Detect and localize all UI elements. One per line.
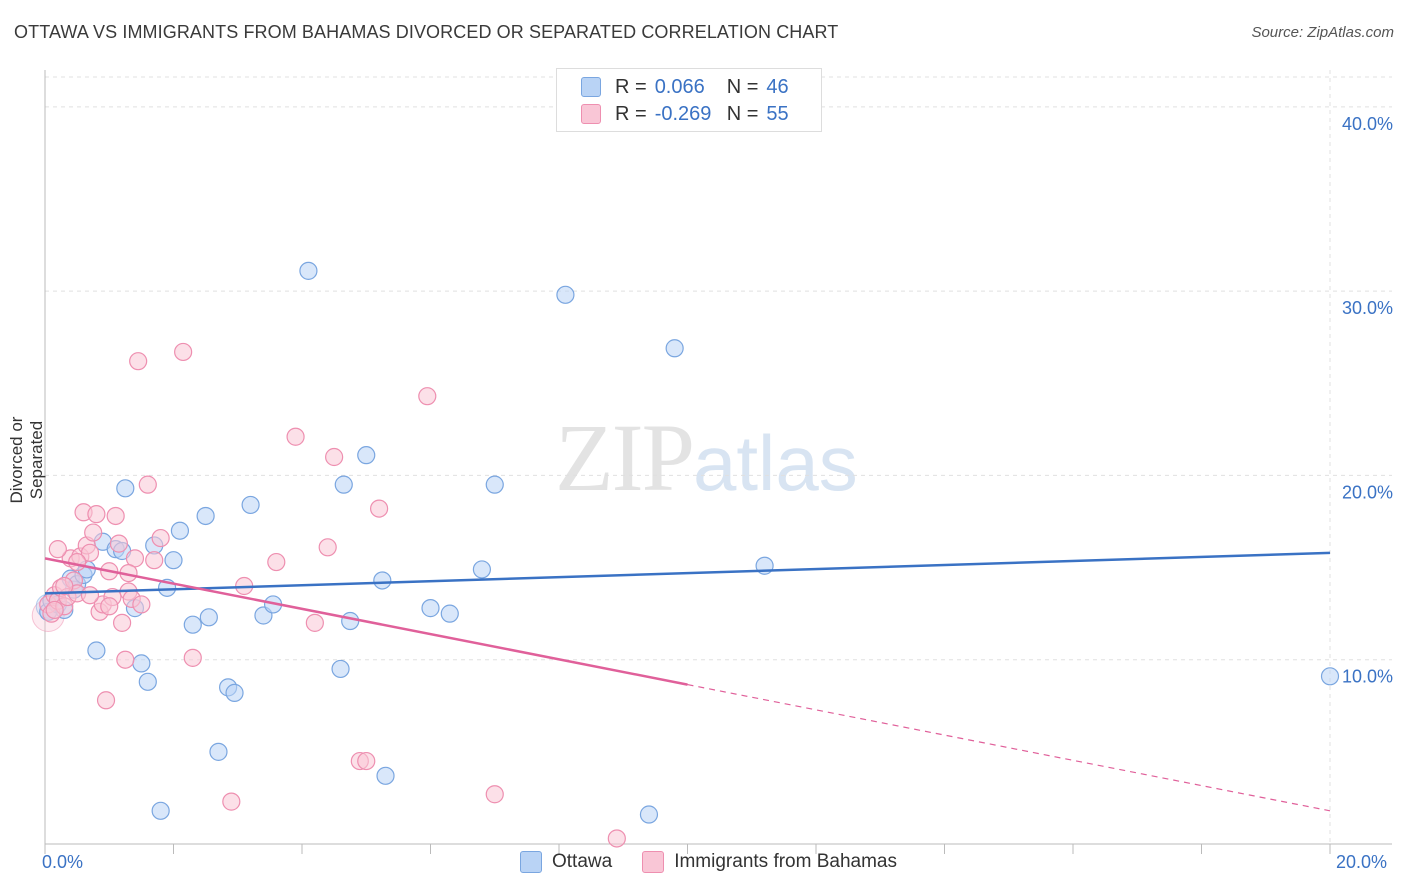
point-ottawa bbox=[334, 475, 353, 494]
trendline-dashed-bahamas bbox=[687, 684, 1331, 812]
x-tick-max: 20.0% bbox=[1336, 852, 1388, 872]
point-bahamas bbox=[84, 523, 103, 542]
x-tick-min: 0.0% bbox=[42, 852, 84, 872]
y-tick-label: 30.0% bbox=[1342, 298, 1393, 318]
series-legend: Ottawa Immigrants from Bahamas bbox=[520, 851, 927, 873]
legend-r-value: 0.066 bbox=[654, 75, 705, 98]
point-bahamas bbox=[48, 540, 67, 559]
point-ottawa bbox=[556, 285, 575, 304]
legend-swatch-ottawa bbox=[581, 77, 601, 97]
legend-n-value: 55 bbox=[766, 102, 789, 125]
point-bahamas bbox=[370, 499, 389, 518]
point-bahamas bbox=[129, 352, 148, 371]
point-bahamas bbox=[318, 538, 337, 557]
y-tick-label: 40.0% bbox=[1342, 114, 1393, 134]
chart-title: OTTAWA VS IMMIGRANTS FROM BAHAMAS DIVORC… bbox=[14, 22, 839, 42]
point-bahamas bbox=[286, 427, 305, 446]
y-axis-title: Divorced or Separated bbox=[7, 416, 46, 504]
trendline-bahamas bbox=[44, 557, 688, 686]
point-ottawa bbox=[472, 560, 491, 579]
point-bahamas bbox=[116, 650, 135, 669]
point-bahamas bbox=[607, 829, 626, 848]
y-tick-label: 10.0% bbox=[1342, 667, 1393, 687]
legend-n-value: 46 bbox=[766, 75, 789, 98]
point-bahamas bbox=[45, 600, 64, 620]
point-ottawa bbox=[357, 446, 376, 465]
legend-row-ottawa: R = 0.066 N = 46 bbox=[581, 74, 789, 100]
legend-label-ottawa: Ottawa bbox=[552, 851, 613, 872]
point-bahamas bbox=[222, 792, 241, 811]
point-bahamas bbox=[145, 551, 164, 570]
point-bahamas bbox=[325, 447, 344, 467]
legend-swatch-bahamas bbox=[642, 851, 665, 873]
point-bahamas bbox=[112, 613, 132, 632]
point-ottawa bbox=[373, 571, 392, 590]
point-bahamas bbox=[109, 534, 128, 553]
legend-r-label: R = bbox=[615, 75, 647, 98]
y-tick-label: 20.0% bbox=[1342, 482, 1393, 502]
point-bahamas bbox=[357, 751, 376, 771]
point-ottawa bbox=[440, 604, 459, 623]
point-ottawa bbox=[341, 611, 360, 631]
point-bahamas bbox=[55, 576, 74, 596]
legend-n-label: N = bbox=[726, 102, 759, 125]
point-ottawa bbox=[164, 551, 183, 570]
point-ottawa bbox=[665, 339, 684, 358]
point-ottawa bbox=[639, 805, 659, 824]
point-bahamas bbox=[305, 613, 324, 632]
point-bahamas bbox=[138, 475, 157, 494]
watermark-zip: ZIP bbox=[555, 404, 695, 511]
legend-r-value: -0.269 bbox=[654, 102, 712, 125]
point-ottawa bbox=[170, 521, 190, 540]
point-ottawa bbox=[196, 506, 215, 526]
point-bahamas bbox=[151, 528, 170, 548]
legend-row-bahamas: R = -0.269 N = 55 bbox=[581, 101, 789, 127]
legend-swatch-bahamas bbox=[581, 104, 601, 124]
point-bahamas bbox=[132, 595, 151, 614]
point-bahamas bbox=[106, 506, 125, 526]
point-bahamas bbox=[100, 597, 119, 616]
point-ottawa bbox=[138, 672, 157, 691]
point-bahamas bbox=[87, 505, 106, 524]
point-ottawa bbox=[151, 801, 170, 820]
point-bahamas bbox=[80, 543, 100, 562]
point-ottawa bbox=[299, 261, 318, 280]
point-ottawa bbox=[331, 659, 350, 679]
legend-r-label: R = bbox=[615, 102, 647, 125]
point-ottawa bbox=[225, 683, 244, 702]
legend-item-ottawa: Ottawa bbox=[520, 851, 612, 873]
point-bahamas bbox=[183, 648, 202, 667]
point-ottawa bbox=[421, 599, 440, 618]
point-ottawa bbox=[209, 742, 228, 761]
point-ottawa bbox=[87, 641, 106, 660]
point-ottawa bbox=[116, 479, 135, 498]
point-bahamas bbox=[80, 586, 100, 605]
point-ottawa bbox=[1320, 667, 1340, 686]
point-ottawa bbox=[241, 495, 260, 515]
point-ottawa bbox=[376, 766, 395, 785]
point-ottawa bbox=[132, 654, 151, 673]
legend-label-bahamas: Immigrants from Bahamas bbox=[674, 851, 897, 872]
legend-swatch-ottawa bbox=[520, 851, 542, 873]
watermark: ZIPatlas bbox=[555, 402, 858, 513]
point-ottawa bbox=[485, 475, 504, 494]
point-ottawa bbox=[199, 608, 218, 627]
point-bahamas bbox=[267, 552, 286, 572]
point-bahamas bbox=[174, 342, 193, 362]
point-ottawa bbox=[183, 615, 202, 634]
trendline-ottawa bbox=[44, 551, 1331, 595]
point-bahamas bbox=[96, 691, 116, 710]
point-bahamas bbox=[68, 552, 87, 572]
source-label: Source: ZipAtlas.com bbox=[1251, 24, 1394, 41]
point-bahamas bbox=[418, 387, 437, 406]
legend-item-bahamas: Immigrants from Bahamas bbox=[642, 851, 897, 873]
stats-legend: R = 0.066 N = 46 R = -0.269 N = 55 bbox=[556, 68, 822, 132]
legend-n-label: N = bbox=[726, 75, 759, 98]
point-bahamas bbox=[485, 785, 504, 804]
watermark-atlas: atlas bbox=[693, 419, 858, 507]
